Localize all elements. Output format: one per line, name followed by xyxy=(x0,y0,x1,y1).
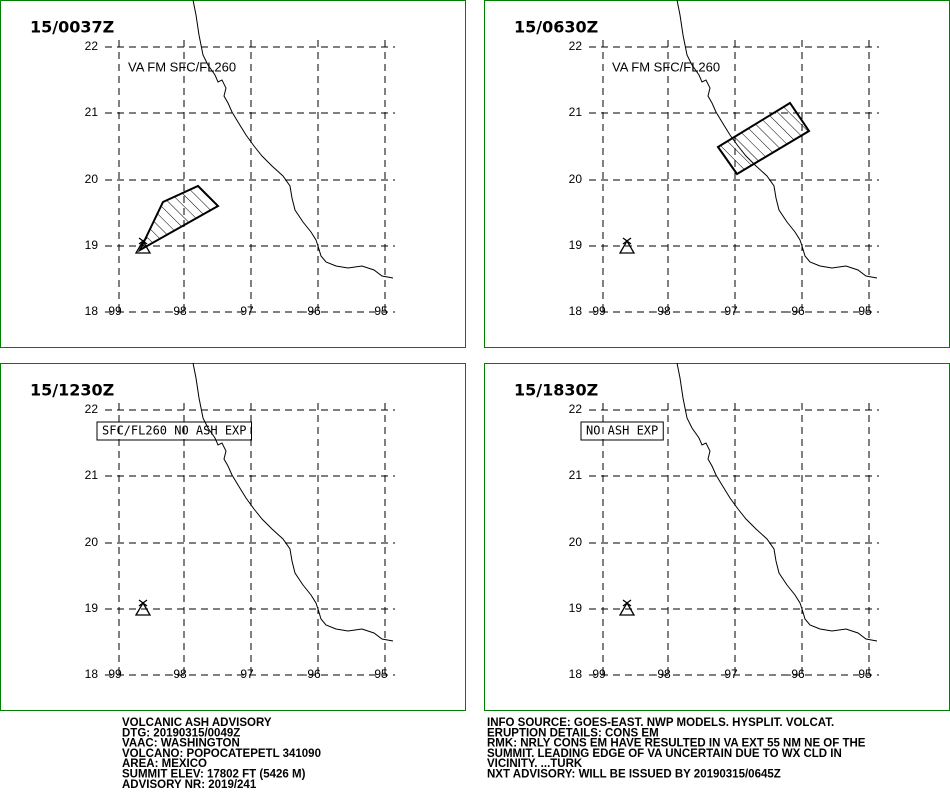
lon-label: -97 xyxy=(720,667,738,681)
advisory-text: ADVISORY NR: 2019/241 xyxy=(122,779,257,791)
lat-label: 20 xyxy=(85,535,99,549)
lat-label: 20 xyxy=(569,535,583,549)
lon-label: -95 xyxy=(370,667,388,681)
lat-label: 20 xyxy=(569,172,583,186)
lon-label: -96 xyxy=(787,667,805,681)
lat-label: 18 xyxy=(85,304,99,318)
lat-label: 21 xyxy=(569,468,583,482)
lat-label: 22 xyxy=(85,402,99,416)
lat-label: 22 xyxy=(569,39,583,53)
advisory-text: AREA: MEXICO xyxy=(122,758,207,770)
lat-label: 21 xyxy=(569,105,583,119)
lon-label: -97 xyxy=(720,304,738,318)
lat-label: 22 xyxy=(85,39,99,53)
lon-label: -96 xyxy=(303,304,321,318)
lat-label: 19 xyxy=(569,238,583,252)
map-panel: -99 -98 -97 -96 -95 22 21 20 19 18 15/0037Z VA FM S… xyxy=(0,0,466,348)
lon-label: -95 xyxy=(854,304,872,318)
lon-label: -98 xyxy=(169,304,187,318)
lat-label: 18 xyxy=(85,667,99,681)
lon-label: -98 xyxy=(653,304,671,318)
ash-area xyxy=(137,184,220,253)
volcano-symbol xyxy=(134,237,152,254)
valid-time: 15/0630Z xyxy=(514,18,598,37)
lat-label: 20 xyxy=(85,172,99,186)
panel-border xyxy=(484,363,950,711)
volcano-symbol xyxy=(134,599,152,616)
advisory-text: ERUPTION DETAILS: CONS EM xyxy=(487,727,659,739)
lon-label: -99 xyxy=(588,304,606,318)
advisory-text: VAAC: WASHINGTON xyxy=(122,738,240,750)
coastline xyxy=(192,0,394,279)
lat-label: 22 xyxy=(569,402,583,416)
lon-label: -98 xyxy=(169,667,187,681)
lon-label: -96 xyxy=(303,667,321,681)
coastline xyxy=(192,362,394,642)
lat-label: 21 xyxy=(85,105,99,119)
coastline xyxy=(676,0,878,279)
ash-label: VA FM SFC/FL260 xyxy=(128,59,236,74)
valid-time: 15/1230Z xyxy=(30,381,114,400)
lon-label: -98 xyxy=(653,667,671,681)
map-panel: -99 -98 -97 -96 -95 22 21 20 19 18 15/0630Z VA FM S… xyxy=(484,0,950,348)
advisory-text: RMK: NRLY CONS EM HAVE RESULTED IN VA EX… xyxy=(487,738,866,750)
advisory-text: DTG: 20190315/0049Z xyxy=(122,727,240,739)
advisory-text: INFO SOURCE: GOES-EAST. NWP MODELS. HYSP… xyxy=(487,717,834,729)
advisory-text: VOLCANO: POPOCATEPETL 341090 xyxy=(122,748,321,760)
advisory-text: SUMMIT. LEADING EDGE OF VA UNCERTAIN DUE… xyxy=(487,748,842,760)
lon-label: -99 xyxy=(104,667,122,681)
lat-label: 19 xyxy=(569,601,583,615)
valid-time: 15/0037Z xyxy=(30,18,114,37)
panel-border xyxy=(0,363,466,711)
lat-label: 18 xyxy=(569,304,583,318)
lon-label: -97 xyxy=(236,667,254,681)
advisory-text: VOLCANIC ASH ADVISORY xyxy=(122,717,272,729)
advisory-text: NXT ADVISORY: WILL BE ISSUED BY 20190315… xyxy=(487,769,781,781)
box-label: SFC/FL260 NO ASH EXP xyxy=(102,424,247,438)
panel-border xyxy=(0,0,466,348)
volcano-symbol xyxy=(618,237,636,254)
lat-label: 18 xyxy=(569,667,583,681)
label-box xyxy=(580,421,664,441)
label-box xyxy=(96,421,252,441)
volcano-symbol xyxy=(618,599,636,616)
lat-label: 21 xyxy=(85,468,99,482)
advisory-text: VICINITY. ...TURK xyxy=(487,758,583,770)
lon-label: -99 xyxy=(588,667,606,681)
box-label: NO ASH EXP xyxy=(586,424,658,438)
lon-label: -95 xyxy=(370,304,388,318)
lon-label: -95 xyxy=(854,667,872,681)
ash-area xyxy=(716,101,811,176)
lon-label: -97 xyxy=(236,304,254,318)
advisory-text: SUMMIT ELEV: 17802 FT (5426 M) xyxy=(122,769,306,781)
panel-border xyxy=(484,0,950,348)
ash-label: VA FM SFC/FL260 xyxy=(612,59,720,74)
lat-label: 19 xyxy=(85,238,99,252)
valid-time: 15/1830Z xyxy=(514,381,598,400)
map-panel: -99 -98 -97 -96 -95 22 21 20 19 18 15/1830Z NO ASH … xyxy=(484,362,950,711)
lat-label: 19 xyxy=(85,601,99,615)
lon-label: -96 xyxy=(787,304,805,318)
map-panel: -99 -98 -97 -96 -95 22 21 20 19 18 15/1230Z SFC/FL2… xyxy=(0,362,466,711)
coastline xyxy=(676,362,878,642)
lon-label: -99 xyxy=(104,304,122,318)
